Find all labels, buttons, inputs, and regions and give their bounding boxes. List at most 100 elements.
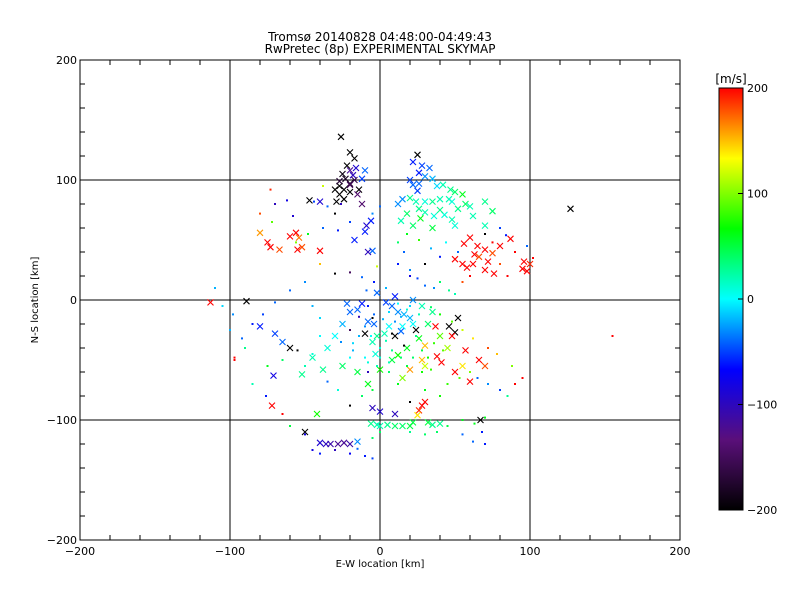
data-point-dot — [412, 356, 414, 359]
data-point-x-marker — [433, 353, 441, 360]
data-point-x-marker — [391, 410, 399, 418]
data-point-x-marker — [313, 410, 321, 418]
x-tick-label: 0 — [377, 545, 384, 558]
data-point-dot — [364, 455, 366, 457]
data-point-x-marker — [355, 186, 363, 193]
data-point-x-marker — [391, 422, 399, 430]
data-point-dot — [340, 203, 342, 205]
data-point-x-marker — [421, 209, 429, 216]
data-point-dot — [349, 404, 351, 407]
data-point-dot — [421, 349, 423, 352]
data-point-x-marker — [459, 362, 466, 370]
data-point-dot — [397, 383, 399, 385]
data-point-x-marker — [415, 205, 423, 213]
y-tick-label: 0 — [70, 294, 77, 307]
data-point-dot — [416, 277, 419, 280]
data-point-x-marker — [354, 438, 361, 445]
data-point-x-marker — [426, 164, 433, 172]
data-point-dot — [469, 275, 471, 277]
data-point-x-marker — [316, 439, 324, 447]
data-point-x-marker — [349, 171, 357, 179]
data-point-x-marker — [367, 420, 375, 427]
data-point-dot — [370, 335, 372, 337]
data-point-dot — [319, 317, 321, 319]
data-point-x-marker — [439, 181, 447, 189]
data-point-dot — [448, 289, 450, 292]
data-point-x-marker — [339, 170, 346, 178]
data-point-x-marker — [424, 320, 432, 328]
data-point-dot — [271, 221, 273, 223]
data-point-dot — [334, 272, 336, 275]
data-point-dot — [304, 281, 306, 283]
data-point-dot — [266, 365, 269, 367]
data-point-dot — [337, 229, 339, 232]
chart-title: Tromsø 20140828 04:48:00-04:49:43 — [267, 30, 492, 44]
data-point-x-marker — [207, 299, 214, 306]
data-point-x-marker — [376, 408, 384, 415]
data-point-x-marker — [429, 421, 436, 429]
data-point-x-marker — [471, 251, 478, 258]
chart-subtitle: RwPretec (8p) EXPERIMENTAL SKYMAP — [265, 42, 496, 56]
data-point-dot — [454, 293, 456, 295]
data-point-x-marker — [276, 246, 283, 253]
data-point-x-marker — [421, 342, 429, 349]
data-point-x-marker — [466, 234, 474, 241]
x-tick-label: 100 — [520, 545, 541, 558]
data-point-x-marker — [364, 318, 372, 325]
data-point-dot — [505, 234, 507, 237]
data-point-dot — [511, 365, 513, 367]
data-point-dot — [409, 431, 411, 433]
x-tick-label: 200 — [670, 545, 691, 558]
data-point-x-marker — [346, 188, 354, 196]
data-point-x-marker — [333, 198, 340, 205]
data-point-dot — [532, 257, 534, 259]
data-point-x-marker — [369, 338, 376, 346]
data-point-x-marker — [474, 242, 481, 250]
data-point-x-marker — [351, 236, 358, 244]
data-point-x-marker — [409, 158, 417, 166]
data-point-x-marker — [469, 212, 477, 220]
data-point-x-marker — [399, 422, 406, 430]
data-point-x-marker — [462, 347, 469, 354]
x-axis-ticks: −200 −100 0 100 200 — [65, 545, 691, 558]
data-point-x-marker — [444, 344, 451, 352]
data-point-dot — [496, 353, 498, 355]
data-point-dot — [424, 389, 426, 391]
colorbar-tick-label: 0 — [747, 293, 754, 306]
data-point-x-marker — [418, 162, 426, 169]
data-point-x-marker — [436, 195, 444, 203]
data-point-x-marker — [397, 217, 405, 225]
data-point-dot — [394, 320, 396, 323]
data-point-dot — [376, 265, 378, 268]
data-point-dot — [439, 313, 441, 316]
data-point-dot — [461, 419, 464, 421]
data-point-x-marker — [406, 422, 414, 430]
data-point-dot — [259, 212, 261, 215]
data-point-dot — [233, 359, 236, 361]
data-point-dot — [313, 200, 315, 203]
data-point-x-marker — [346, 180, 354, 187]
data-point-dot — [484, 233, 486, 235]
data-point-x-marker — [526, 260, 534, 268]
data-point-x-marker — [418, 356, 426, 364]
data-point-x-marker — [436, 332, 444, 340]
data-point-x-marker — [399, 323, 406, 330]
data-point-dot — [367, 371, 369, 373]
y-tick-label: 200 — [56, 54, 77, 67]
data-point-dot — [457, 251, 459, 253]
data-point-x-marker — [298, 371, 306, 378]
data-point-dot — [349, 356, 351, 359]
data-point-dot — [281, 359, 284, 361]
x-tick-label: −100 — [215, 545, 245, 558]
data-point-dot — [439, 255, 441, 258]
data-point-dot — [334, 449, 336, 451]
data-point-x-marker — [466, 378, 474, 385]
data-point-dot — [356, 447, 359, 450]
data-point-dot — [352, 342, 354, 345]
data-point-dot — [388, 311, 390, 313]
data-point-x-marker — [417, 215, 424, 222]
data-point-x-marker — [339, 362, 346, 370]
data-point-dot — [241, 337, 243, 340]
data-point-x-marker — [364, 248, 372, 256]
